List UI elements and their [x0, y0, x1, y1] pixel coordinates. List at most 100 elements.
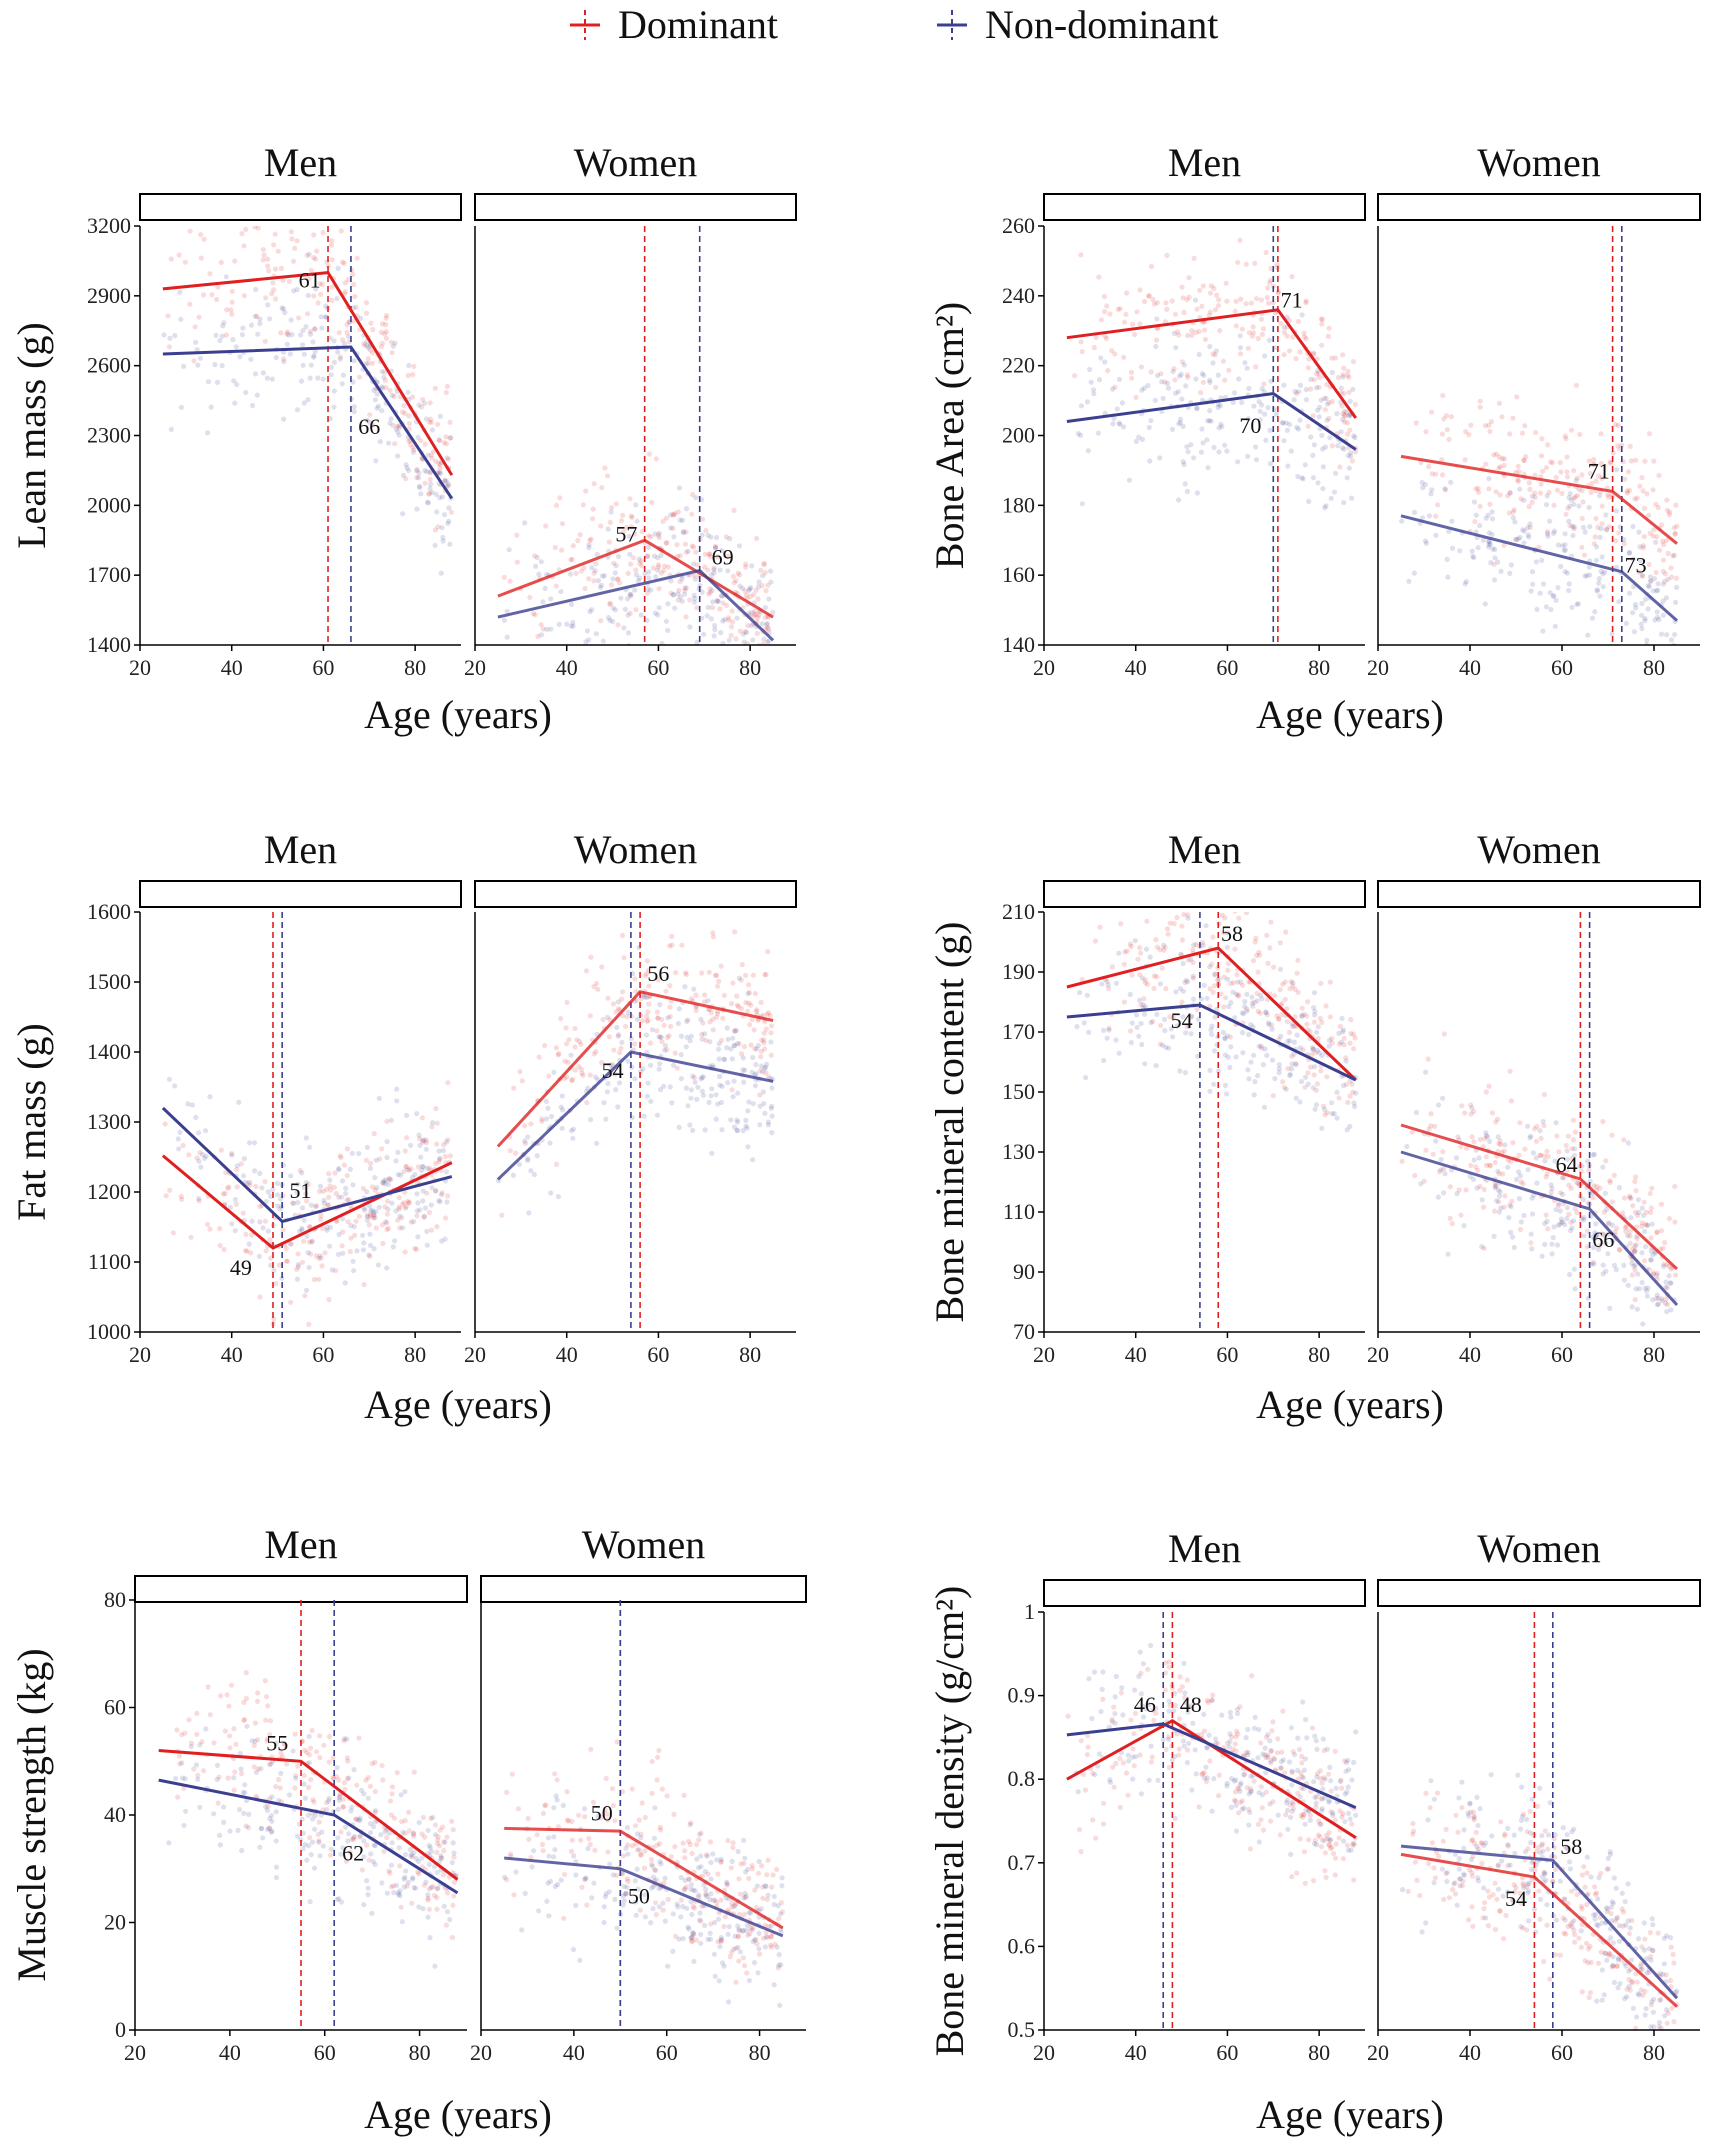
data-point	[573, 1902, 579, 1909]
data-point	[396, 432, 402, 438]
data-point	[1324, 1074, 1330, 1080]
data-point	[573, 1872, 579, 1878]
data-point	[325, 1202, 331, 1208]
data-point	[724, 1025, 730, 1031]
data-point	[716, 1978, 722, 1984]
data-point	[418, 438, 424, 444]
data-point	[260, 257, 266, 263]
data-point	[569, 1076, 575, 1083]
data-point	[706, 591, 712, 597]
data-point	[1597, 593, 1603, 599]
data-point	[436, 1148, 442, 1154]
data-point	[761, 655, 766, 660]
data-point	[1230, 989, 1236, 995]
data-point	[1315, 1035, 1321, 1042]
x-tick-label: 60	[647, 655, 669, 680]
data-point	[400, 1225, 406, 1231]
data-point	[754, 535, 760, 542]
data-point	[313, 1253, 319, 1259]
data-point	[379, 384, 385, 390]
data-point	[303, 1191, 309, 1197]
data-point	[1668, 637, 1675, 643]
data-point	[249, 402, 256, 409]
data-point	[267, 1815, 273, 1822]
data-point	[1569, 523, 1576, 530]
data-point	[311, 293, 317, 299]
data-point	[1158, 1022, 1164, 1029]
data-point	[601, 1904, 607, 1910]
data-point	[1193, 941, 1199, 947]
data-point	[540, 626, 546, 632]
data-point	[1597, 1185, 1603, 1191]
data-point	[1127, 941, 1133, 947]
data-point	[265, 1189, 271, 1195]
data-point	[326, 1798, 332, 1804]
data-point	[201, 236, 207, 242]
data-point	[302, 1795, 308, 1801]
data-point	[693, 992, 699, 998]
x-tick-label: 80	[1308, 655, 1330, 680]
data-point	[1331, 1111, 1337, 1117]
data-point	[434, 509, 440, 515]
data-point	[1291, 1039, 1297, 1045]
data-point	[755, 1042, 762, 1049]
data-point	[729, 1904, 735, 1910]
data-point	[339, 1194, 345, 1200]
data-point	[691, 1905, 697, 1911]
data-point	[614, 1872, 620, 1878]
data-point	[708, 1859, 714, 1866]
data-point	[327, 1183, 333, 1189]
data-point	[427, 490, 433, 496]
data-point	[218, 1147, 224, 1153]
data-point	[318, 314, 324, 320]
data-point	[705, 1871, 711, 1877]
data-point	[560, 1802, 566, 1808]
data-point	[615, 622, 621, 628]
data-point	[341, 1162, 347, 1168]
data-point	[1184, 1023, 1190, 1030]
data-point	[352, 1833, 358, 1840]
data-point	[316, 1276, 322, 1282]
data-point	[1109, 348, 1115, 354]
data-point	[1633, 1188, 1639, 1194]
data-point	[1461, 1223, 1467, 1229]
data-point	[360, 1232, 366, 1238]
data-point	[1642, 458, 1648, 464]
data-point	[709, 587, 715, 594]
series-line-non-dominant	[1066, 1003, 1357, 1082]
data-point	[686, 1838, 692, 1845]
data-point	[697, 1910, 703, 1916]
data-point	[642, 571, 648, 577]
data-point	[745, 991, 751, 997]
data-point	[1227, 1064, 1233, 1071]
data-point	[432, 458, 439, 464]
x-tick-label: 20	[124, 2040, 146, 2065]
data-point	[665, 627, 671, 634]
data-point	[303, 1135, 309, 1141]
data-point	[1510, 1140, 1516, 1146]
data-point	[1131, 331, 1138, 338]
data-point	[1181, 461, 1187, 467]
data-point	[408, 1219, 414, 1225]
data-point	[1593, 515, 1599, 522]
data-point	[162, 1121, 168, 1127]
data-point	[371, 1131, 377, 1137]
data-point	[1626, 487, 1632, 493]
data-point	[422, 441, 428, 447]
data-point	[340, 372, 346, 378]
data-point	[415, 1234, 421, 1240]
data-point	[618, 518, 625, 524]
data-point	[1319, 1125, 1325, 1131]
data-point	[1491, 1233, 1497, 1239]
data-point	[1672, 1183, 1678, 1190]
data-point	[1528, 1133, 1534, 1139]
data-point	[1118, 921, 1124, 927]
data-point	[1593, 1221, 1599, 1227]
data-point	[1625, 1232, 1631, 1239]
data-point	[243, 389, 249, 396]
data-point	[1289, 1053, 1295, 1059]
data-point	[665, 564, 672, 570]
data-point	[311, 255, 317, 261]
data-point	[627, 610, 633, 616]
